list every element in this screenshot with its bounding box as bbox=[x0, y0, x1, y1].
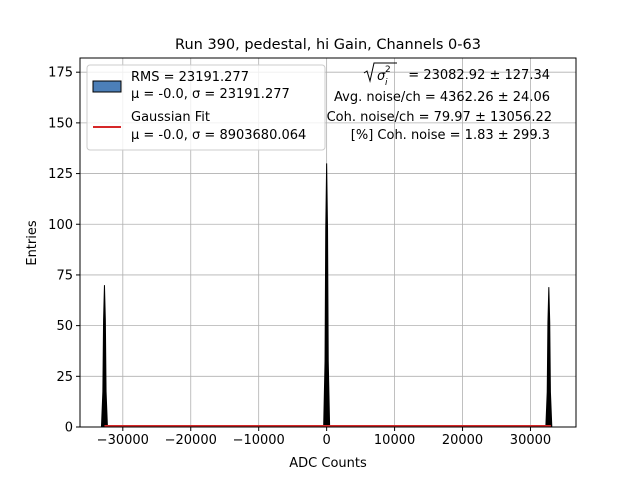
svg-text:2: 2 bbox=[385, 65, 391, 75]
x-tick-label: 0 bbox=[323, 433, 331, 448]
y-tick-label: 25 bbox=[56, 370, 73, 385]
x-axis-ticks: −30000 −20000 −10000 0 10000 20000 30000 bbox=[97, 427, 551, 448]
histogram-peak bbox=[545, 287, 553, 428]
histogram-peak bbox=[323, 163, 331, 428]
grid-lines bbox=[80, 58, 576, 428]
legend-fit-stats: μ = -0.0, σ = 8903680.064 bbox=[131, 128, 306, 143]
legend-histogram-swatch bbox=[92, 80, 122, 93]
svg-text:i: i bbox=[385, 78, 388, 88]
plot-frame bbox=[79, 57, 577, 428]
legend-histogram-stats: μ = -0.0, σ = 23191.277 bbox=[131, 87, 290, 102]
noise-annotations: σ i 2 = 23082.92 ± 127.34 Avg. noise/ch … bbox=[327, 62, 552, 143]
pct-coh-noise-text: [%] Coh. noise = 1.83 ± 299.3 bbox=[351, 128, 550, 143]
y-tick-label: 175 bbox=[48, 66, 73, 81]
y-axis-ticks: 0 25 50 75 100 125 150 175 bbox=[48, 66, 80, 436]
legend-fit-label: Gaussian Fit bbox=[131, 110, 210, 125]
y-tick-label: 125 bbox=[48, 167, 73, 182]
coherent-sigma-value: = 23082.92 ± 127.34 bbox=[408, 68, 550, 83]
legend-histogram-label: RMS = 23191.277 bbox=[131, 70, 249, 85]
legend-box bbox=[86, 64, 326, 151]
y-tick-label: 100 bbox=[48, 218, 73, 233]
x-tick-label: 10000 bbox=[374, 433, 415, 448]
y-tick-label: 150 bbox=[48, 116, 73, 131]
histogram-bars bbox=[100, 163, 553, 428]
avg-noise-text: Avg. noise/ch = 4362.26 ± 24.06 bbox=[334, 90, 550, 105]
x-tick-label: −20000 bbox=[165, 433, 217, 448]
coh-noise-text: Coh. noise/ch = 79.97 ± 13056.22 bbox=[327, 110, 552, 125]
y-tick-label: 0 bbox=[65, 421, 73, 436]
y-tick-label: 50 bbox=[56, 319, 73, 334]
sqrt-sigma-symbol: σ i 2 bbox=[363, 62, 397, 88]
y-axis-label: Entries bbox=[25, 220, 40, 266]
x-tick-label: 30000 bbox=[510, 433, 551, 448]
legend: RMS = 23191.277 μ = -0.0, σ = 23191.277 … bbox=[86, 64, 326, 151]
histogram-peak bbox=[100, 285, 108, 428]
y-tick-label: 75 bbox=[56, 268, 73, 283]
svg-text:σ: σ bbox=[377, 69, 386, 84]
x-tick-label: −30000 bbox=[97, 433, 149, 448]
chart-title: Run 390, pedestal, hi Gain, Channels 0-6… bbox=[175, 37, 481, 53]
x-tick-label: −10000 bbox=[233, 433, 285, 448]
x-tick-label: 20000 bbox=[442, 433, 483, 448]
x-axis-label: ADC Counts bbox=[289, 456, 367, 471]
